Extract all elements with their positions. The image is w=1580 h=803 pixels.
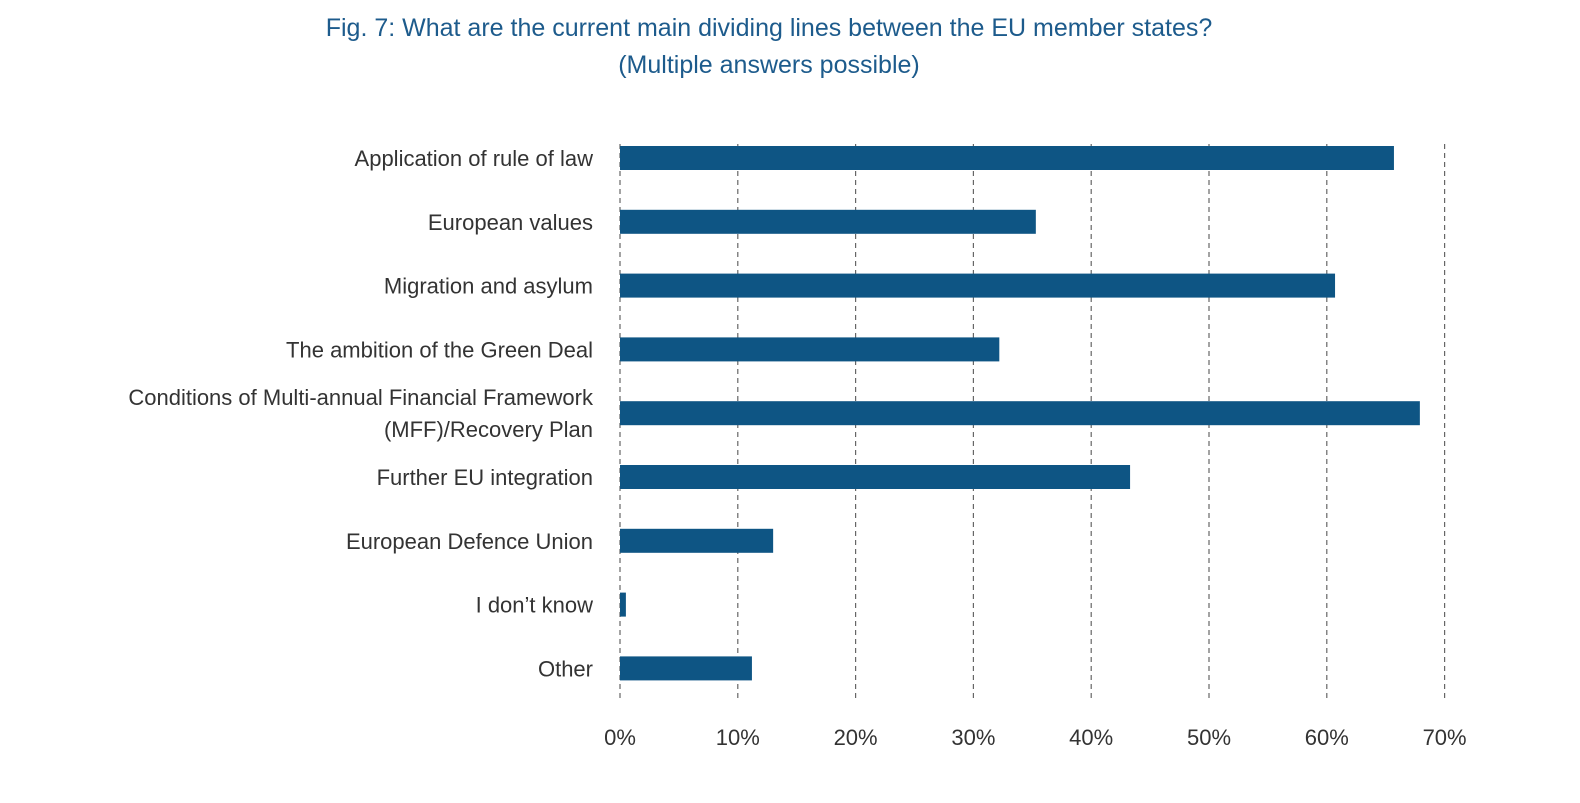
x-axis-tick-labels: 0% 10% 20% 30% 40% 50% 60% 70% (604, 725, 1467, 750)
bar (620, 592, 626, 617)
chart-title-line-2: (Multiple answers possible) (618, 51, 920, 79)
bar (620, 146, 1394, 170)
chart-title-line-1: Fig. 7: What are the current main dividi… (325, 14, 1213, 42)
bars (620, 146, 1420, 681)
x-tick-label: 10% (716, 725, 760, 750)
bar (620, 465, 1131, 489)
x-tick-label: 50% (1187, 725, 1231, 750)
x-tick-label: 30% (951, 725, 995, 750)
x-tick-label: 70% (1423, 725, 1467, 750)
bar (620, 528, 774, 553)
category-label: (MFF)/Recovery Plan (384, 417, 593, 442)
x-tick-label: 0% (604, 725, 636, 750)
bar (620, 656, 752, 681)
category-label: European values (428, 210, 593, 235)
x-tick-label: 40% (1069, 725, 1113, 750)
category-label: European Defence Union (346, 529, 593, 554)
x-tick-label: 60% (1305, 725, 1349, 750)
bar (620, 273, 1336, 298)
category-label: Other (538, 656, 593, 681)
bar (620, 401, 1420, 426)
category-labels: Application of rule of law European value… (128, 146, 594, 681)
chart-title: Fig. 7: What are the current main dividi… (0, 10, 1538, 84)
category-label: Conditions of Multi-annual Financial Fra… (128, 385, 594, 410)
category-label: The ambition of the Green Deal (286, 337, 593, 362)
category-label: Migration and asylum (384, 274, 593, 299)
bar (620, 209, 1036, 234)
category-label: Further EU integration (377, 465, 593, 490)
category-label: Application of rule of law (355, 146, 594, 171)
x-tick-label: 20% (834, 725, 878, 750)
category-label: I don’t know (476, 593, 594, 618)
bar (620, 337, 1000, 362)
